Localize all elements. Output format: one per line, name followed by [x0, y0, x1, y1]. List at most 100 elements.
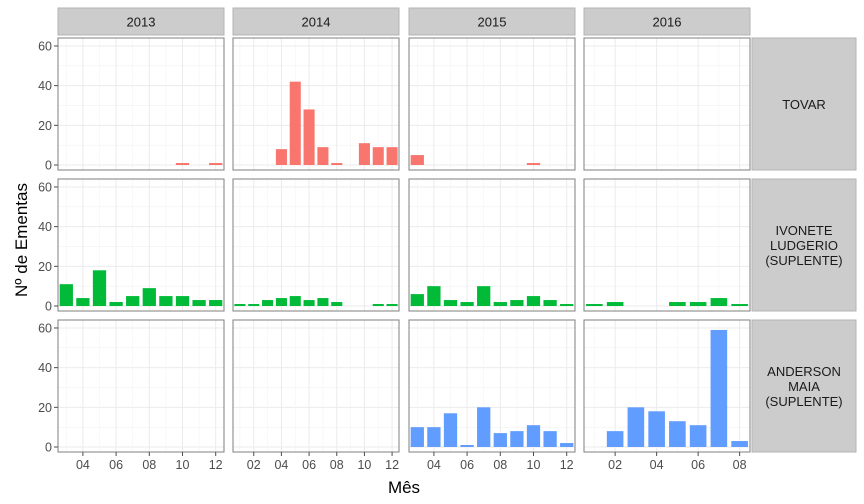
panel-background	[233, 179, 399, 311]
bar-ivonete-ludgerio-suplente-2013-month-8	[142, 288, 156, 306]
bar-anderson-maia-suplente-2016-month-3	[627, 407, 645, 447]
x-tick-label: 06	[302, 458, 316, 472]
bar-anderson-maia-suplente-2016-month-2	[606, 431, 624, 447]
bar-anderson-maia-suplente-2016-month-4	[648, 411, 665, 447]
x-tick-label: 04	[274, 458, 288, 472]
strip-right-label-tovar: TOVAR	[782, 97, 826, 112]
panel-background	[58, 320, 224, 452]
x-tick-label: 08	[142, 458, 156, 472]
bar-ivonete-ludgerio-suplente-2016-month-2	[606, 302, 624, 306]
bar-ivonete-ludgerio-suplente-2013-month-11	[192, 300, 206, 306]
bar-tovar-2014-month-8	[331, 163, 343, 165]
bar-anderson-maia-suplente-2016-month-6	[689, 425, 707, 447]
bar-ivonete-ludgerio-suplente-2014-month-5	[289, 296, 301, 306]
bar-ivonete-ludgerio-suplente-2015-month-6	[460, 302, 474, 306]
strip-right-line: TOVAR	[782, 97, 826, 112]
x-tick-label: 12	[385, 458, 399, 472]
panel-background	[58, 179, 224, 311]
bar-anderson-maia-suplente-2015-month-8	[493, 433, 507, 447]
y-axis-title: Nº de Ementas	[12, 183, 31, 297]
bar-anderson-maia-suplente-2016-month-5	[669, 421, 686, 447]
bar-tovar-2014-month-4	[275, 149, 287, 165]
panel-border	[408, 178, 576, 312]
strip-top-2015	[408, 7, 576, 36]
bar-anderson-maia-suplente-2015-month-11	[543, 431, 557, 447]
bar-ivonete-ludgerio-suplente-2014-month-4	[275, 298, 287, 306]
x-tick-label: 06	[460, 458, 474, 472]
bar-ivonete-ludgerio-suplente-2016-month-8	[731, 304, 748, 306]
bar-ivonete-ludgerio-suplente-2014-month-1	[234, 304, 246, 306]
strip-top-label-2015: 2015	[478, 15, 507, 30]
bar-anderson-maia-suplente-2015-month-10	[526, 425, 541, 447]
y-tick-label: 20	[38, 260, 52, 274]
x-tick-label: 10	[176, 458, 190, 472]
bar-ivonete-ludgerio-suplente-2015-month-8	[493, 302, 507, 306]
bar-ivonete-ludgerio-suplente-2013-month-4	[76, 298, 90, 306]
strip-right-tovar	[751, 37, 857, 171]
y-tick-label: 40	[38, 361, 52, 375]
y-tick-label: 0	[45, 159, 52, 173]
strip-right-line: LUDGERIO	[770, 238, 838, 253]
y-tick-label: 20	[38, 401, 52, 415]
y-tick-label: 60	[38, 321, 52, 335]
bar-ivonete-ludgerio-suplente-2015-month-9	[510, 300, 524, 306]
strip-top-label-2013: 2013	[127, 15, 156, 30]
y-tick-label: 40	[38, 220, 52, 234]
panel-background	[409, 38, 575, 170]
bar-ivonete-ludgerio-suplente-2014-month-11	[372, 304, 384, 306]
panel-ivonete-ludgerio-suplente-2015	[408, 178, 576, 312]
y-tick-label: 60	[38, 39, 52, 53]
bar-ivonete-ludgerio-suplente-2013-month-3	[59, 284, 73, 306]
panel-anderson-maia-suplente-2016	[583, 319, 751, 453]
x-tick-label: 08	[733, 458, 747, 472]
panel-tovar-2016	[583, 37, 751, 171]
bar-tovar-2014-month-6	[303, 109, 315, 165]
panel-background	[233, 38, 399, 170]
bar-tovar-2013-month-12	[209, 163, 223, 165]
y-tick-label: 40	[38, 79, 52, 93]
strip-right-line: IVONETE	[775, 223, 832, 238]
strip-top-2016	[583, 7, 751, 36]
bar-ivonete-ludgerio-suplente-2016-month-5	[669, 302, 686, 306]
strip-right-line: MAIA	[788, 379, 820, 394]
bar-tovar-2015-month-10	[526, 163, 541, 165]
x-tick-label: 04	[427, 458, 441, 472]
bar-tovar-2015-month-3	[410, 155, 424, 165]
bar-ivonete-ludgerio-suplente-2013-month-5	[92, 270, 107, 306]
bar-anderson-maia-suplente-2015-month-12	[560, 443, 574, 447]
bar-anderson-maia-suplente-2015-month-4	[427, 427, 441, 447]
y-tick-label: 20	[38, 119, 52, 133]
panel-anderson-maia-suplente-2015	[408, 319, 576, 453]
panel-border	[232, 37, 400, 171]
bar-ivonete-ludgerio-suplente-2014-month-8	[331, 302, 343, 306]
bar-ivonete-ludgerio-suplente-2015-month-10	[526, 296, 541, 306]
bar-anderson-maia-suplente-2015-month-3	[410, 427, 424, 447]
strip-right-line: ANDERSON	[767, 364, 841, 379]
panel-background	[584, 179, 750, 311]
bar-tovar-2014-month-11	[372, 147, 384, 165]
bar-ivonete-ludgerio-suplente-2016-month-7	[710, 298, 728, 306]
x-tick-label: 02	[247, 458, 261, 472]
bar-ivonete-ludgerio-suplente-2013-month-12	[209, 300, 223, 306]
bar-ivonete-ludgerio-suplente-2013-month-9	[159, 296, 173, 306]
bar-ivonete-ludgerio-suplente-2015-month-11	[543, 300, 557, 306]
bar-ivonete-ludgerio-suplente-2014-month-3	[262, 300, 274, 306]
x-tick-label: 04	[650, 458, 664, 472]
strip-top-2013	[57, 7, 225, 36]
bar-ivonete-ludgerio-suplente-2014-month-2	[248, 304, 260, 306]
x-tick-label: 08	[493, 458, 507, 472]
strip-top-2014	[232, 7, 400, 36]
panel-border	[232, 319, 400, 453]
panel-border	[57, 319, 225, 453]
bar-ivonete-ludgerio-suplente-2016-month-6	[689, 302, 707, 306]
bar-ivonete-ludgerio-suplente-2015-month-3	[410, 294, 424, 306]
bar-tovar-2014-month-5	[289, 81, 301, 165]
x-tick-label: 06	[109, 458, 123, 472]
bar-ivonete-ludgerio-suplente-2015-month-7	[477, 286, 491, 306]
panel-border	[57, 178, 225, 312]
x-tick-label: 12	[209, 458, 223, 472]
bar-ivonete-ludgerio-suplente-2016-month-1	[586, 304, 603, 306]
panel-ivonete-ludgerio-suplente-2014	[232, 178, 400, 312]
strip-top-label-2014: 2014	[302, 15, 331, 30]
